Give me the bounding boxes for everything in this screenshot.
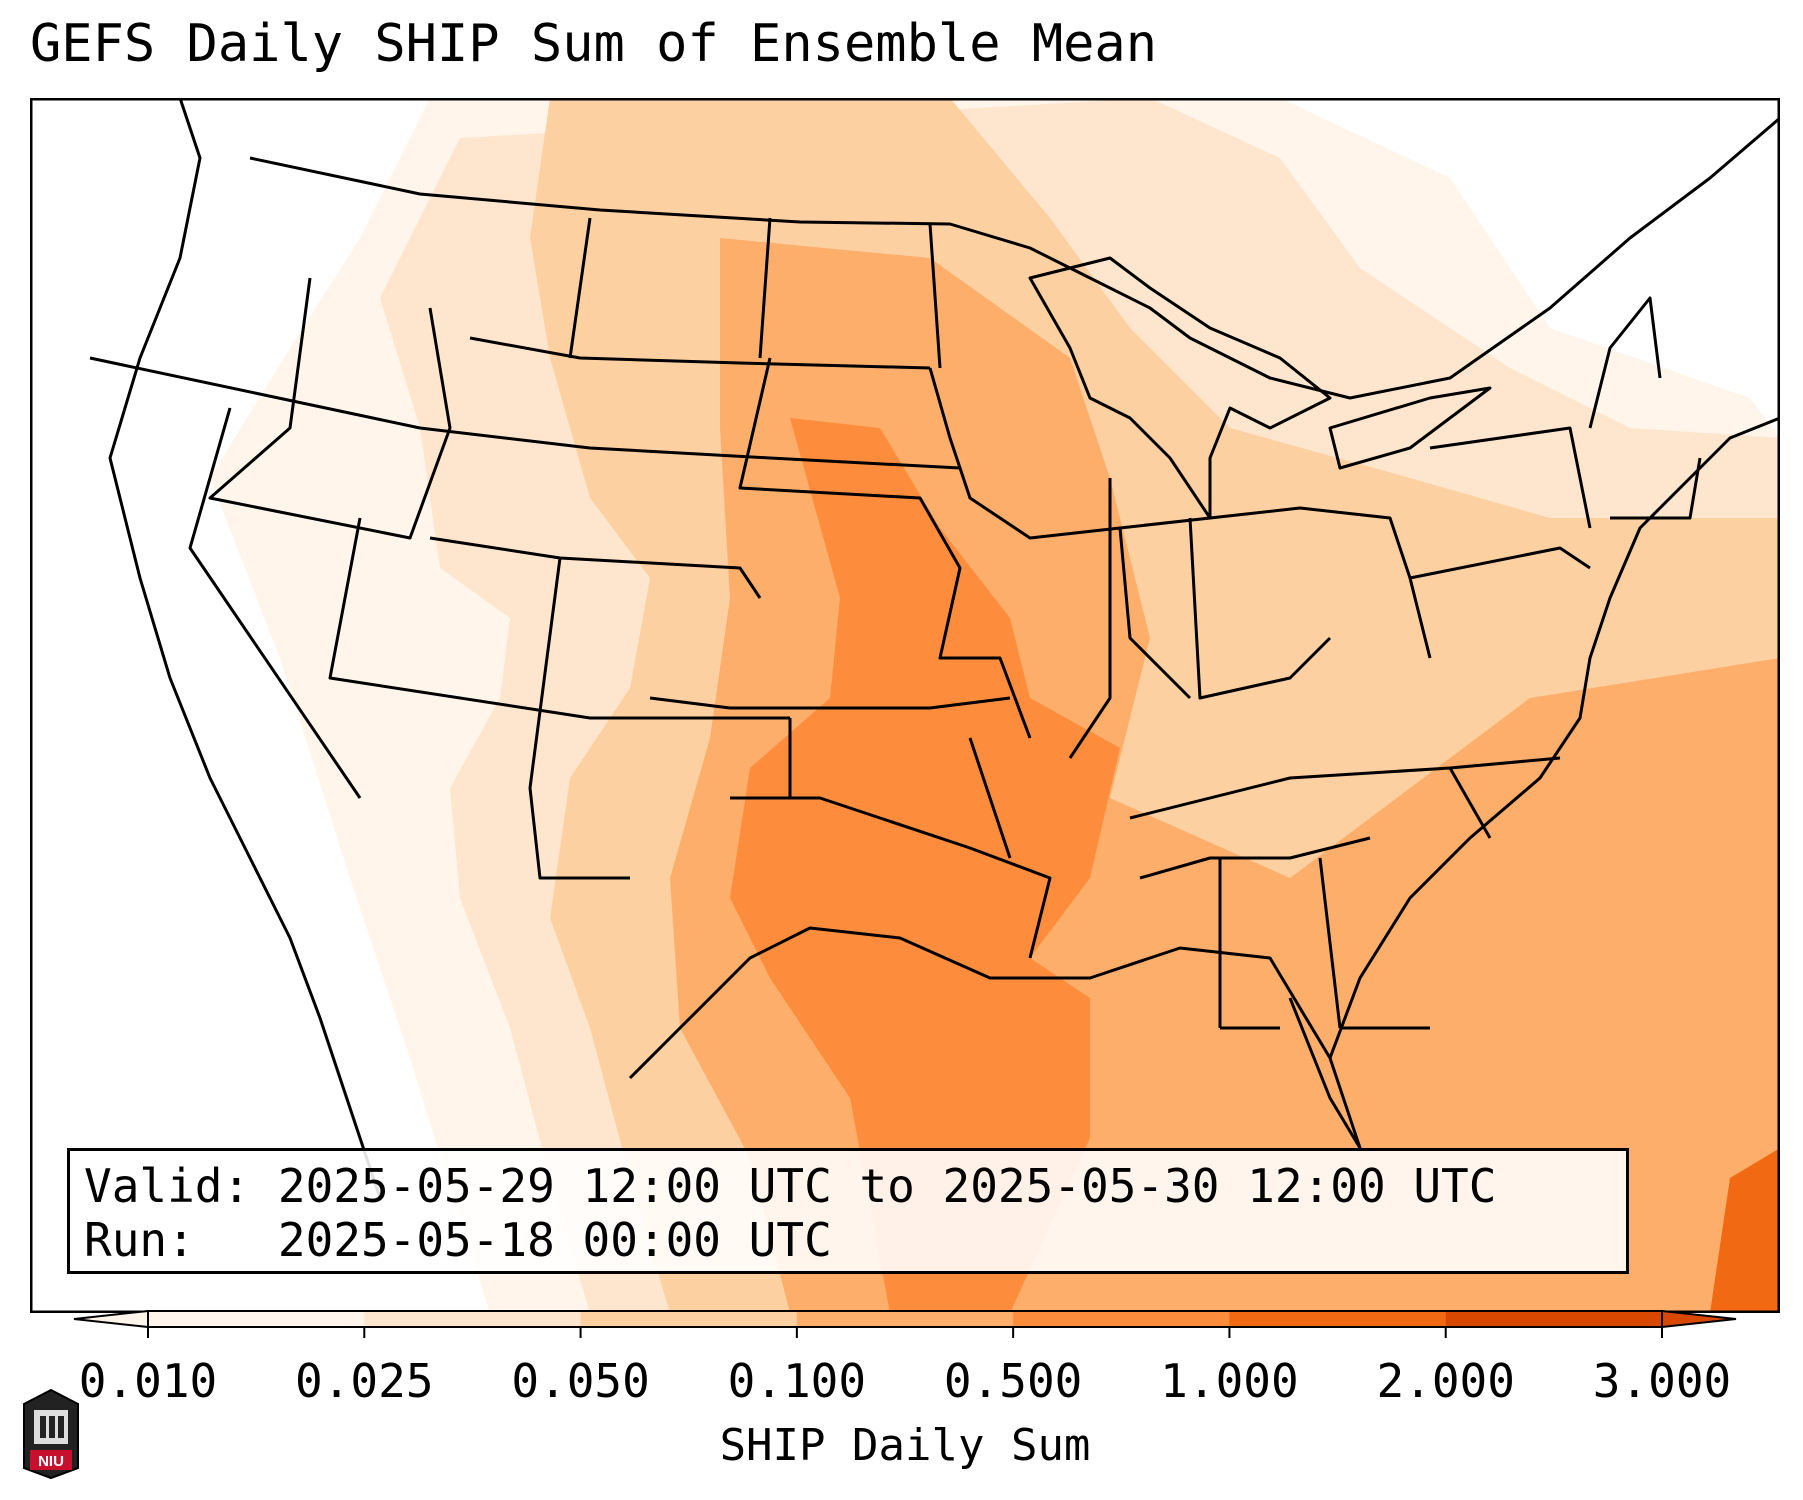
colorbar-segments <box>148 1311 1663 1327</box>
colorbar-label: SHIP Daily Sum <box>719 1420 1091 1471</box>
run-value: 2025-05-18 00:00 UTC <box>277 1213 832 1267</box>
pacific-coastline <box>108 98 382 1199</box>
colorbar-segment <box>1445 1311 1663 1327</box>
colorbar-segment <box>364 1311 582 1327</box>
lake-erie <box>1328 386 1492 470</box>
colorbar-tick-label: 2.000 <box>1376 1354 1515 1408</box>
valid-label: Valid: <box>84 1159 251 1213</box>
shade-level-5 <box>730 418 1120 1313</box>
colorbar-segment <box>148 1311 365 1327</box>
colorbar-extend-low <box>73 1309 149 1329</box>
map-title: GEFS Daily SHIP Sum of Ensemble Mean <box>30 14 1158 74</box>
great-lakes <box>1028 256 1332 520</box>
colorbar-segment <box>1229 1311 1447 1327</box>
colorbar-segment <box>580 1311 798 1327</box>
colorbar-tick-label: 3.000 <box>1592 1354 1732 1408</box>
colorbar-tick-label: 0.100 <box>727 1354 867 1408</box>
map-canvas <box>30 98 1780 1313</box>
niu-logo-text: NIU <box>38 1453 64 1470</box>
atlantic-coastline <box>1328 416 1780 1059</box>
shade-level-6 <box>1710 1148 1780 1313</box>
ship-shading <box>210 98 1780 1313</box>
state-lines <box>89 217 1702 1030</box>
valid-value: 2025-05-29 12:00 UTC to 2025-05-30 12:00… <box>277 1159 1497 1213</box>
geographic-boundaries <box>30 98 1780 1313</box>
niu-logo: NIU <box>23 1388 79 1480</box>
colorbar-tick-label: 0.025 <box>295 1354 434 1408</box>
colorbar-tick-label: 0.050 <box>511 1354 650 1408</box>
colorbar-ticks <box>147 1327 1663 1338</box>
canada-border <box>249 116 1780 400</box>
valid-run-info-box: Valid: 2025-05-29 12:00 UTC to 2025-05-3… <box>67 1148 1629 1274</box>
colorbar-segment <box>796 1311 1014 1327</box>
map-panel <box>30 98 1780 1313</box>
colorbar-frame <box>147 1310 1663 1328</box>
colorbar-tick-label: 0.500 <box>943 1354 1083 1408</box>
colorbar-extend-high <box>1661 1309 1737 1329</box>
colorbar-tick-label: 0.010 <box>78 1354 218 1408</box>
colorbar-segment <box>1013 1311 1230 1327</box>
run-label: Run: <box>84 1213 195 1267</box>
colorbar <box>73 1309 1737 1338</box>
colorbar-tick-label: 1.000 <box>1160 1354 1299 1408</box>
